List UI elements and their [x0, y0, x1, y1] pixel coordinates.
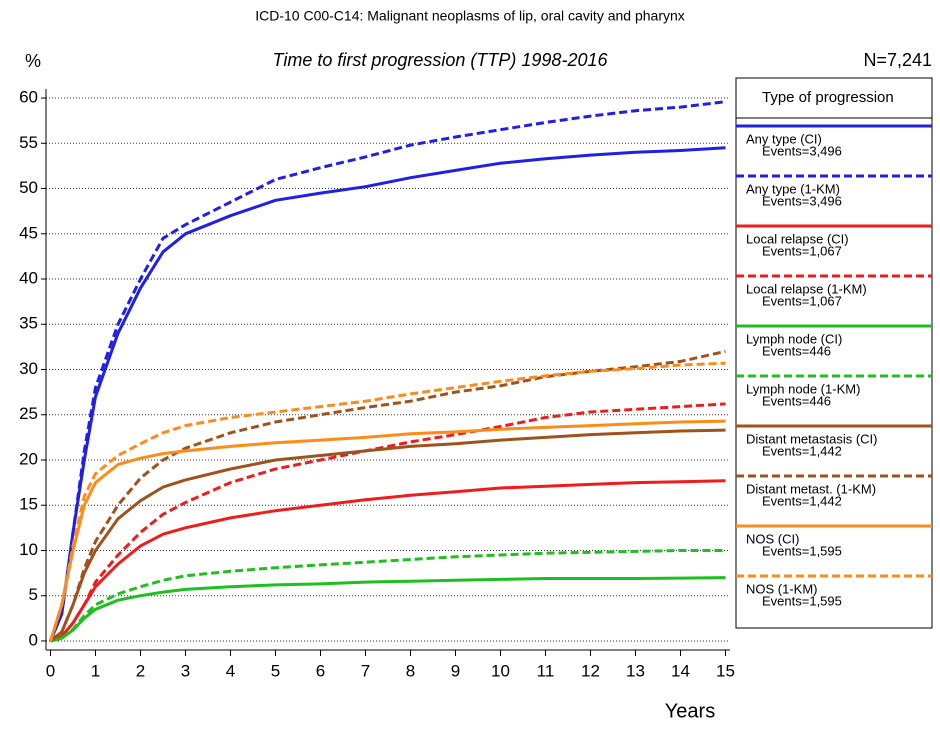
chart-subtitle: Time to first progression (TTP) 1998-201…	[273, 50, 609, 70]
x-tick-label: 9	[451, 661, 460, 680]
y-tick-label: 5	[29, 585, 38, 604]
legend-label: NOS (CI)	[746, 531, 799, 546]
y-tick-label: 60	[19, 88, 38, 107]
legend-events: Events=1,442	[762, 493, 842, 508]
series-line	[49, 419, 726, 642]
legend-events: Events=1,595	[762, 593, 842, 608]
x-tick-label: 3	[181, 661, 190, 680]
legend-events: Events=1,067	[762, 243, 842, 258]
x-tick-label: 14	[671, 661, 690, 680]
y-axis-label: %	[25, 51, 41, 71]
legend-label: NOS (1-KM)	[746, 581, 818, 596]
legend-events: Events=1,595	[762, 543, 842, 558]
series-line	[49, 361, 726, 642]
x-axis-label: Years	[665, 700, 715, 722]
legend-events: Events=446	[762, 393, 831, 408]
legend-label: Distant metast. (1-KM)	[746, 481, 876, 496]
legend-events: Events=3,496	[762, 143, 842, 158]
x-tick-label: 1	[91, 661, 100, 680]
sample-size: N=7,241	[863, 50, 932, 70]
legend-label: Any type (1-KM)	[746, 181, 840, 196]
chart-title: ICD-10 C00-C14: Malignant neoplasms of l…	[255, 8, 685, 24]
series-line	[50, 549, 726, 643]
series-line	[49, 349, 726, 643]
y-tick-label: 10	[19, 540, 38, 559]
y-tick-label: 0	[29, 630, 38, 649]
y-tick-label: 45	[19, 223, 38, 242]
legend-label: Distant metastasis (CI)	[746, 431, 877, 446]
x-tick-label: 7	[361, 661, 370, 680]
legend-label: Lymph node (1-KM)	[746, 381, 860, 396]
y-tick-label: 55	[19, 133, 38, 152]
legend-title: Type of progression	[762, 89, 894, 106]
legend-events: Events=1,442	[762, 443, 842, 458]
x-tick-label: 10	[491, 661, 510, 680]
y-tick-label: 15	[19, 495, 38, 514]
x-tick-label: 15	[716, 661, 735, 680]
series-line	[49, 428, 726, 643]
x-tick-label: 12	[581, 661, 600, 680]
y-tick-label: 20	[19, 449, 38, 468]
x-tick-label: 5	[271, 661, 280, 680]
y-tick-label: 40	[19, 269, 38, 288]
legend-events: Events=1,067	[762, 293, 842, 308]
y-tick-label: 50	[19, 178, 38, 197]
x-tick-label: 8	[406, 661, 415, 680]
legend-events: Events=3,496	[762, 193, 842, 208]
x-tick-label: 6	[316, 661, 325, 680]
legend-label: Local relapse (CI)	[746, 231, 849, 246]
x-tick-label: 13	[626, 661, 645, 680]
series-line	[50, 576, 726, 643]
y-tick-label: 25	[19, 404, 38, 423]
series-line	[49, 146, 726, 642]
y-tick-label: 35	[19, 314, 38, 333]
series-line	[49, 402, 726, 643]
legend-box	[735, 77, 933, 629]
legend-label: Any type (CI)	[746, 131, 822, 146]
series-line	[49, 479, 726, 643]
x-tick-label: 0	[46, 661, 55, 680]
legend-label: Local relapse (1-KM)	[746, 281, 867, 296]
x-tick-label: 11	[537, 661, 555, 680]
legend-label: Lymph node (CI)	[746, 331, 842, 346]
series-line	[49, 100, 726, 642]
legend-events: Events=446	[762, 343, 831, 358]
x-tick-label: 2	[136, 661, 145, 680]
y-tick-label: 30	[19, 359, 38, 378]
x-tick-label: 4	[226, 661, 235, 680]
